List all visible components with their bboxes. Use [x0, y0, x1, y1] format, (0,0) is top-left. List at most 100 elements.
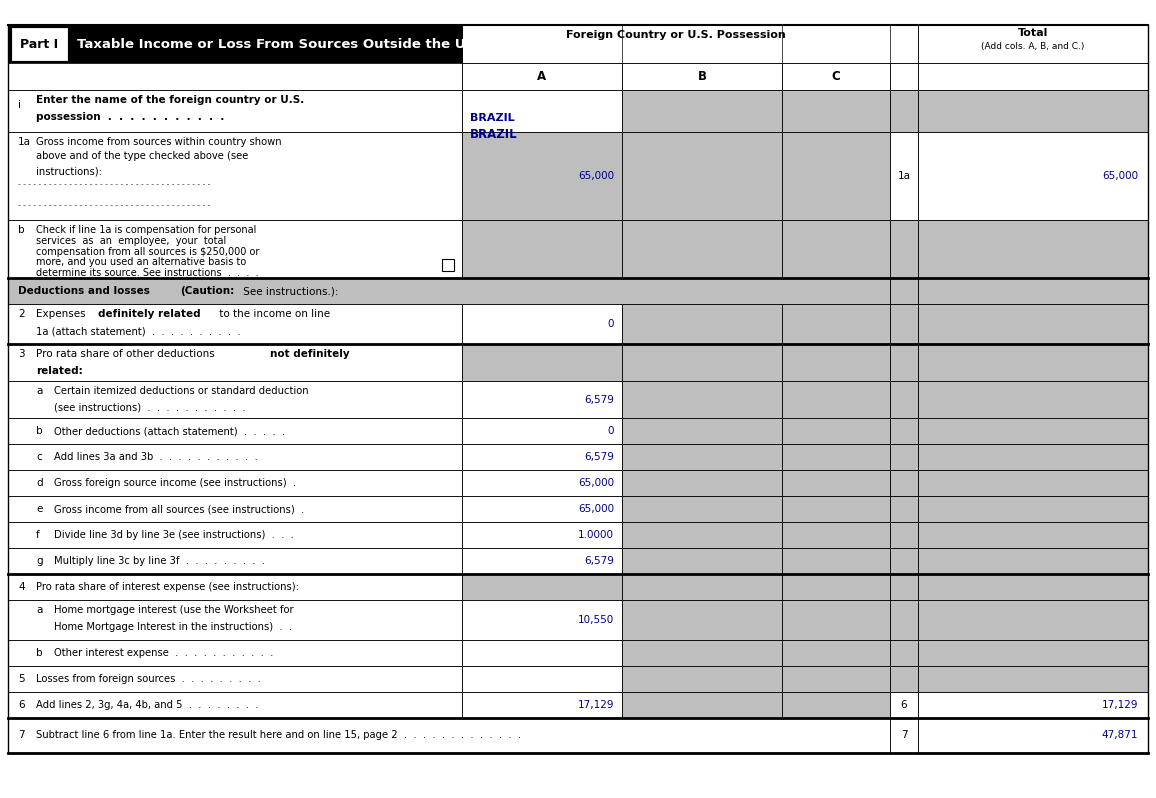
Bar	[462, 344, 622, 381]
Bar	[622, 304, 781, 344]
Bar	[8, 25, 1148, 63]
Bar	[462, 692, 622, 718]
Text: (see instructions)  .  .  .  .  .  .  .  .  .  .  .: (see instructions) . . . . . . . . . . .	[54, 403, 245, 413]
Bar	[622, 548, 781, 574]
Bar	[890, 444, 918, 470]
Text: (for category checked above): (for category checked above)	[629, 38, 818, 50]
Bar	[890, 304, 918, 344]
Bar	[442, 259, 454, 271]
Bar	[8, 718, 890, 753]
Bar	[918, 692, 1148, 718]
Bar	[781, 304, 890, 344]
Bar	[781, 132, 890, 220]
Bar	[918, 522, 1148, 548]
Text: Multiply line 3c by line 3f  .  .  .  .  .  .  .  .  .: Multiply line 3c by line 3f . . . . . . …	[54, 556, 265, 566]
Bar	[918, 63, 1148, 90]
Bar	[622, 344, 781, 381]
Text: to the income on line: to the income on line	[216, 309, 331, 319]
Bar	[890, 548, 918, 574]
Bar	[918, 548, 1148, 574]
Bar	[8, 640, 462, 666]
Bar	[462, 640, 622, 666]
Text: Enter the name of the foreign country or U.S.: Enter the name of the foreign country or…	[36, 95, 304, 105]
Bar	[890, 418, 918, 444]
Bar	[622, 63, 781, 90]
Bar	[8, 666, 462, 692]
Text: more, and you used an alternative basis to: more, and you used an alternative basis …	[36, 258, 246, 267]
Bar	[890, 63, 918, 90]
Text: f: f	[36, 530, 39, 540]
Bar	[622, 90, 781, 132]
Text: 65,000: 65,000	[578, 171, 614, 181]
Bar	[8, 496, 462, 522]
Bar	[8, 574, 462, 600]
Text: 6,579: 6,579	[584, 394, 614, 405]
Bar	[8, 63, 462, 90]
Text: 2: 2	[18, 309, 24, 319]
Bar	[8, 548, 462, 574]
Bar	[8, 220, 462, 278]
Bar	[918, 574, 1148, 600]
Bar	[918, 496, 1148, 522]
Text: 0: 0	[608, 319, 614, 329]
Text: a: a	[36, 605, 43, 615]
Bar	[918, 640, 1148, 666]
Bar	[8, 344, 462, 381]
Text: A: A	[538, 70, 547, 83]
Bar	[462, 666, 622, 692]
Bar	[781, 496, 890, 522]
Text: 7: 7	[18, 730, 24, 741]
Text: 17,129: 17,129	[1102, 700, 1138, 710]
Text: Deductions and losses: Deductions and losses	[18, 286, 154, 296]
Bar	[8, 90, 462, 132]
Text: See instructions.):: See instructions.):	[240, 286, 339, 296]
Bar	[622, 574, 781, 600]
Text: 0: 0	[608, 426, 614, 436]
Text: Taxable Income or Loss From Sources Outside the United States: Taxable Income or Loss From Sources Outs…	[77, 38, 557, 50]
Text: c: c	[36, 452, 42, 462]
Bar	[8, 418, 462, 444]
Text: Add lines 2, 3g, 4a, 4b, and 5  .  .  .  .  .  .  .  .: Add lines 2, 3g, 4a, 4b, and 5 . . . . .…	[36, 700, 259, 710]
Text: 65,000: 65,000	[578, 478, 614, 488]
Text: b: b	[36, 648, 43, 658]
Bar	[781, 220, 890, 278]
Bar	[781, 574, 890, 600]
Bar	[918, 718, 1148, 753]
Text: BRAZIL: BRAZIL	[470, 113, 514, 123]
Bar	[890, 132, 918, 220]
Bar	[8, 444, 462, 470]
Text: related:: related:	[36, 366, 83, 377]
Bar	[8, 304, 462, 344]
Text: 65,000: 65,000	[1102, 171, 1138, 181]
Bar	[622, 600, 781, 640]
Bar	[8, 692, 462, 718]
Bar	[8, 381, 462, 418]
Bar	[918, 132, 1148, 220]
Text: 7: 7	[901, 730, 907, 741]
Bar	[781, 344, 890, 381]
Bar	[918, 90, 1148, 132]
Bar	[622, 220, 781, 278]
Text: Other deductions (attach statement)  .  .  .  .  .: Other deductions (attach statement) . . …	[54, 426, 286, 436]
Text: 1a: 1a	[897, 171, 911, 181]
Bar	[462, 444, 622, 470]
Text: B: B	[697, 70, 706, 83]
Text: 6,579: 6,579	[584, 556, 614, 566]
Bar	[918, 470, 1148, 496]
Text: b: b	[36, 426, 43, 436]
Bar	[918, 278, 1148, 304]
Text: Home mortgage interest (use the Worksheet for: Home mortgage interest (use the Workshee…	[54, 605, 294, 615]
Bar	[781, 470, 890, 496]
Text: compensation from all sources is $250,000 or: compensation from all sources is $250,00…	[36, 247, 259, 257]
Bar	[462, 574, 622, 600]
Bar	[918, 666, 1148, 692]
Text: above and of the type checked above (see: above and of the type checked above (see	[36, 152, 249, 161]
Bar	[781, 522, 890, 548]
Bar	[462, 418, 622, 444]
Text: Total: Total	[1017, 28, 1048, 38]
Text: (Add cols. A, B, and C.): (Add cols. A, B, and C.)	[981, 42, 1084, 52]
Text: 6,579: 6,579	[584, 452, 614, 462]
Text: (Caution:: (Caution:	[180, 286, 235, 296]
Text: g: g	[36, 556, 43, 566]
Bar	[462, 381, 622, 418]
